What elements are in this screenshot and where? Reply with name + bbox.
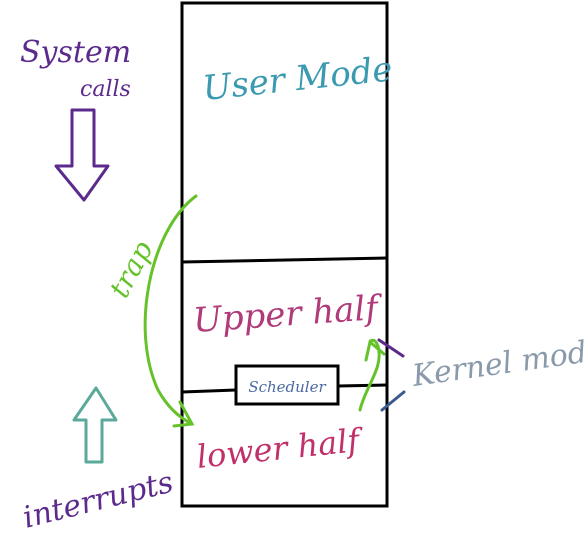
user-mode-label: User Mode bbox=[201, 49, 395, 109]
kernel-mode-label: Kernel mode bbox=[409, 332, 588, 394]
scheduler-label: Scheduler bbox=[248, 378, 326, 396]
upper-half-label: Upper half bbox=[192, 288, 385, 341]
lower-half-label: lower half bbox=[195, 421, 366, 476]
hollow-down-arrow-icon bbox=[54, 108, 110, 202]
user-kernel-divider bbox=[181, 256, 388, 264]
upper-lower-divider-left bbox=[181, 388, 237, 394]
upper-lower-divider-right bbox=[337, 383, 388, 388]
curved-arrow-icon bbox=[143, 194, 198, 428]
scheduler-box bbox=[234, 364, 340, 406]
system-calls-label-line1: System bbox=[20, 35, 131, 70]
system-calls-label-line2: calls bbox=[80, 77, 131, 102]
hollow-up-arrow-icon bbox=[72, 386, 118, 464]
interrupts-label: interrupts bbox=[19, 465, 176, 536]
mode-box bbox=[180, 1, 389, 508]
kernel-brace-bottom bbox=[380, 390, 406, 412]
curved-up-arrow-icon bbox=[358, 338, 386, 412]
kernel-brace-top bbox=[377, 338, 405, 358]
